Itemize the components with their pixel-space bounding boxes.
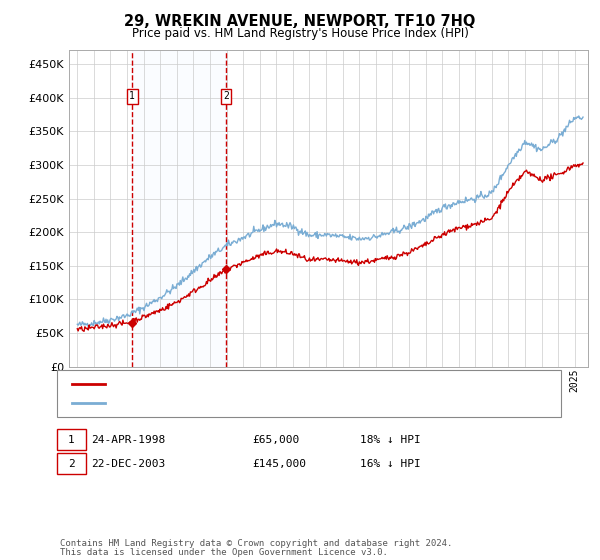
Text: 24-APR-1998: 24-APR-1998 (91, 435, 166, 445)
Bar (132, 50, 226, 367)
Text: This data is licensed under the Open Government Licence v3.0.: This data is licensed under the Open Gov… (60, 548, 388, 557)
Text: 1: 1 (129, 91, 135, 101)
Text: 22-DEC-2003: 22-DEC-2003 (91, 459, 166, 469)
Text: 29, WREKIN AVENUE, NEWPORT, TF10 7HQ (detached house): 29, WREKIN AVENUE, NEWPORT, TF10 7HQ (de… (111, 379, 442, 389)
Text: 2: 2 (223, 91, 229, 101)
Text: £145,000: £145,000 (252, 459, 306, 469)
Text: HPI: Average price, detached house, Telford and Wrekin: HPI: Average price, detached house, Telf… (111, 398, 449, 408)
Text: Price paid vs. HM Land Registry's House Price Index (HPI): Price paid vs. HM Land Registry's House … (131, 27, 469, 40)
Text: 29, WREKIN AVENUE, NEWPORT, TF10 7HQ: 29, WREKIN AVENUE, NEWPORT, TF10 7HQ (124, 14, 476, 29)
Text: £65,000: £65,000 (252, 435, 299, 445)
Text: 2: 2 (68, 459, 75, 469)
Text: 16% ↓ HPI: 16% ↓ HPI (360, 459, 421, 469)
Text: Contains HM Land Registry data © Crown copyright and database right 2024.: Contains HM Land Registry data © Crown c… (60, 539, 452, 548)
Text: 1: 1 (68, 435, 75, 445)
Text: 18% ↓ HPI: 18% ↓ HPI (360, 435, 421, 445)
